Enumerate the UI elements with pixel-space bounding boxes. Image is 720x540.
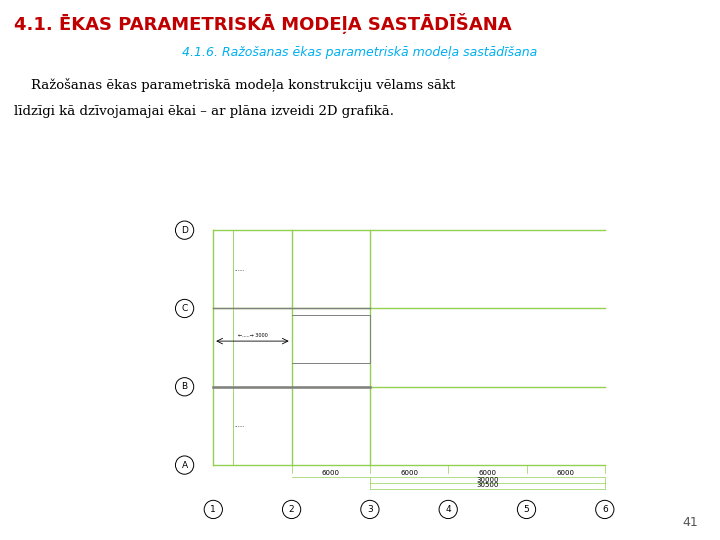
Text: 6000: 6000 [400,470,418,476]
Text: 1: 1 [210,505,216,514]
Text: 30000: 30000 [476,477,498,483]
Text: B: B [181,382,188,392]
Text: 6000: 6000 [478,470,496,476]
Text: 4.1. ĒKAS PARAMETRISKĀ MODEļA SASTĀDĪŠANA: 4.1. ĒKAS PARAMETRISKĀ MODEļA SASTĀDĪŠAN… [14,14,512,35]
Text: 6000: 6000 [557,470,575,476]
Text: Ražošanas ēkas parametriskā modeļa konstrukciju vēlams sākt: Ražošanas ēkas parametriskā modeļa konst… [14,78,456,92]
Text: ......: ...... [234,267,245,272]
Text: 2: 2 [289,505,294,514]
Text: 5: 5 [523,505,529,514]
Text: D: D [181,226,188,235]
Text: 4: 4 [446,505,451,514]
Text: 6: 6 [602,505,608,514]
Text: C: C [181,304,188,313]
Text: 4.1.6. Ražošanas ēkas parametriskā modeļa sastādīšana: 4.1.6. Ražošanas ēkas parametriskā modeļ… [182,46,538,59]
Text: 3: 3 [367,505,373,514]
Text: līdzīgi kā dzīvojamajai ēkai – ar plāna izveidi 2D grafikā.: līdzīgi kā dzīvojamajai ēkai – ar plāna … [14,105,395,118]
Text: 41: 41 [683,516,698,529]
Text: 30500: 30500 [476,482,498,488]
Text: ......: ...... [234,423,245,428]
Text: ←.....→ 3000: ←.....→ 3000 [238,334,267,339]
Text: A: A [181,461,188,470]
Text: 6000: 6000 [322,470,340,476]
